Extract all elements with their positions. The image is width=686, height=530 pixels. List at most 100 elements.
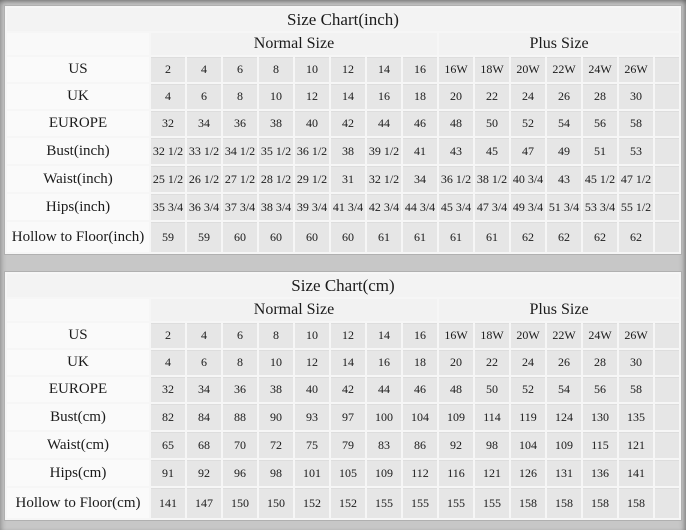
- cell-value: 36: [223, 111, 257, 136]
- cell-value: 18W: [475, 57, 509, 82]
- filler-cell: [655, 432, 679, 458]
- cell-value: 40: [295, 111, 329, 136]
- cell-value: 62: [511, 222, 545, 252]
- cell-value: 22W: [547, 57, 581, 82]
- cell-value: 16: [367, 84, 401, 109]
- cell-value: 61: [367, 222, 401, 252]
- row-label: UK: [7, 84, 149, 109]
- cell-value: 16W: [439, 323, 473, 348]
- cell-value: 52: [511, 377, 545, 402]
- cell-value: 45: [475, 138, 509, 164]
- cell-value: 41 3/4: [331, 194, 365, 220]
- cell-value: 22W: [547, 323, 581, 348]
- cell-value: 20W: [511, 57, 545, 82]
- cell-value: 43: [439, 138, 473, 164]
- cell-value: 2: [151, 57, 185, 82]
- cell-value: 60: [223, 222, 257, 252]
- cell-value: 104: [403, 404, 437, 430]
- cell-value: 58: [619, 377, 653, 402]
- cell-value: 26: [547, 84, 581, 109]
- row-label: Hips(cm): [7, 460, 149, 486]
- filler-cell: [655, 404, 679, 430]
- cell-value: 16: [367, 350, 401, 375]
- cell-value: 105: [331, 460, 365, 486]
- size-charts: Size Chart(inch) Normal Size Plus Size U…: [4, 5, 682, 521]
- filler-cell: [655, 84, 679, 109]
- cell-value: 39 1/2: [367, 138, 401, 164]
- cell-value: 119: [511, 404, 545, 430]
- cell-value: 158: [583, 488, 617, 518]
- cell-value: 38 3/4: [259, 194, 293, 220]
- table-row: Hips(inch) 35 3/4 36 3/4 37 3/4 38 3/4 39 3/4…: [7, 194, 679, 220]
- size-chart-table: Size Chart(cm) Normal Size Plus Size US 2…: [5, 272, 681, 520]
- cell-value: 6: [187, 84, 221, 109]
- row-label: Hips(inch): [7, 194, 149, 220]
- group-header-normal: Normal Size: [151, 33, 437, 55]
- size-chart-body: US 2 4 6 8 10 12 14 16 16W 18W 20W 22W 24W 26W UK 4 6 8 10 1…: [7, 57, 679, 252]
- cell-value: 55 1/2: [619, 194, 653, 220]
- cell-value: 60: [259, 222, 293, 252]
- cell-value: 12: [295, 84, 329, 109]
- cell-value: 61: [403, 222, 437, 252]
- cell-value: 22: [475, 84, 509, 109]
- cell-value: 20: [439, 350, 473, 375]
- cell-value: 124: [547, 404, 581, 430]
- cell-value: 116: [439, 460, 473, 486]
- cell-value: 18W: [475, 323, 509, 348]
- row-label: Bust(inch): [7, 138, 149, 164]
- cell-value: 96: [223, 460, 257, 486]
- cell-value: 45 3/4: [439, 194, 473, 220]
- cell-value: 93: [295, 404, 329, 430]
- cell-value: 60: [331, 222, 365, 252]
- cell-value: 47: [511, 138, 545, 164]
- row-label: Hollow to Floor(inch): [7, 222, 149, 252]
- cell-value: 6: [223, 323, 257, 348]
- cell-value: 53: [619, 138, 653, 164]
- filler-cell: [655, 323, 679, 348]
- cell-value: 36 1/2: [439, 166, 473, 192]
- cell-value: 158: [619, 488, 653, 518]
- row-label: Waist(cm): [7, 432, 149, 458]
- cell-value: 150: [259, 488, 293, 518]
- cell-value: 60: [295, 222, 329, 252]
- group-header-plus: Plus Size: [439, 299, 679, 321]
- row-label: EUROPE: [7, 377, 149, 402]
- cell-value: 20: [439, 84, 473, 109]
- cell-value: 24W: [583, 323, 617, 348]
- cell-value: 14: [367, 323, 401, 348]
- cell-value: 2: [151, 323, 185, 348]
- cell-value: 90: [259, 404, 293, 430]
- table-row: Waist(cm) 65 68 70 72 75 79 83 86 92 98 104 109 115 12…: [7, 432, 679, 458]
- group-header-normal: Normal Size: [151, 299, 437, 321]
- cell-value: 88: [223, 404, 257, 430]
- cell-value: 158: [547, 488, 581, 518]
- cell-value: 61: [439, 222, 473, 252]
- row-label: EUROPE: [7, 111, 149, 136]
- cell-value: 41: [403, 138, 437, 164]
- row-label: Bust(cm): [7, 404, 149, 430]
- cell-value: 26W: [619, 57, 653, 82]
- cell-value: 30: [619, 84, 653, 109]
- cell-value: 14: [367, 57, 401, 82]
- cell-value: 24W: [583, 57, 617, 82]
- cell-value: 109: [547, 432, 581, 458]
- cell-value: 10: [259, 350, 293, 375]
- cell-value: 97: [331, 404, 365, 430]
- size-chart-table: Size Chart(inch) Normal Size Plus Size U…: [5, 6, 681, 254]
- cell-value: 62: [583, 222, 617, 252]
- cell-value: 135: [619, 404, 653, 430]
- cell-value: 12: [331, 323, 365, 348]
- cell-value: 100: [367, 404, 401, 430]
- cell-value: 53 3/4: [583, 194, 617, 220]
- row-label: US: [7, 57, 149, 82]
- cell-value: 98: [259, 460, 293, 486]
- cell-value: 8: [259, 323, 293, 348]
- cell-value: 4: [187, 323, 221, 348]
- cell-value: 35 1/2: [259, 138, 293, 164]
- cell-value: 155: [403, 488, 437, 518]
- cell-value: 34: [187, 377, 221, 402]
- table-row: US 2 4 6 8 10 12 14 16 16W 18W 20W 22W 24W 26W: [7, 323, 679, 348]
- table-row: Bust(cm) 82 84 88 90 93 97 100 104 109 114 119 124 13…: [7, 404, 679, 430]
- cell-value: 152: [295, 488, 329, 518]
- cell-value: 34: [187, 111, 221, 136]
